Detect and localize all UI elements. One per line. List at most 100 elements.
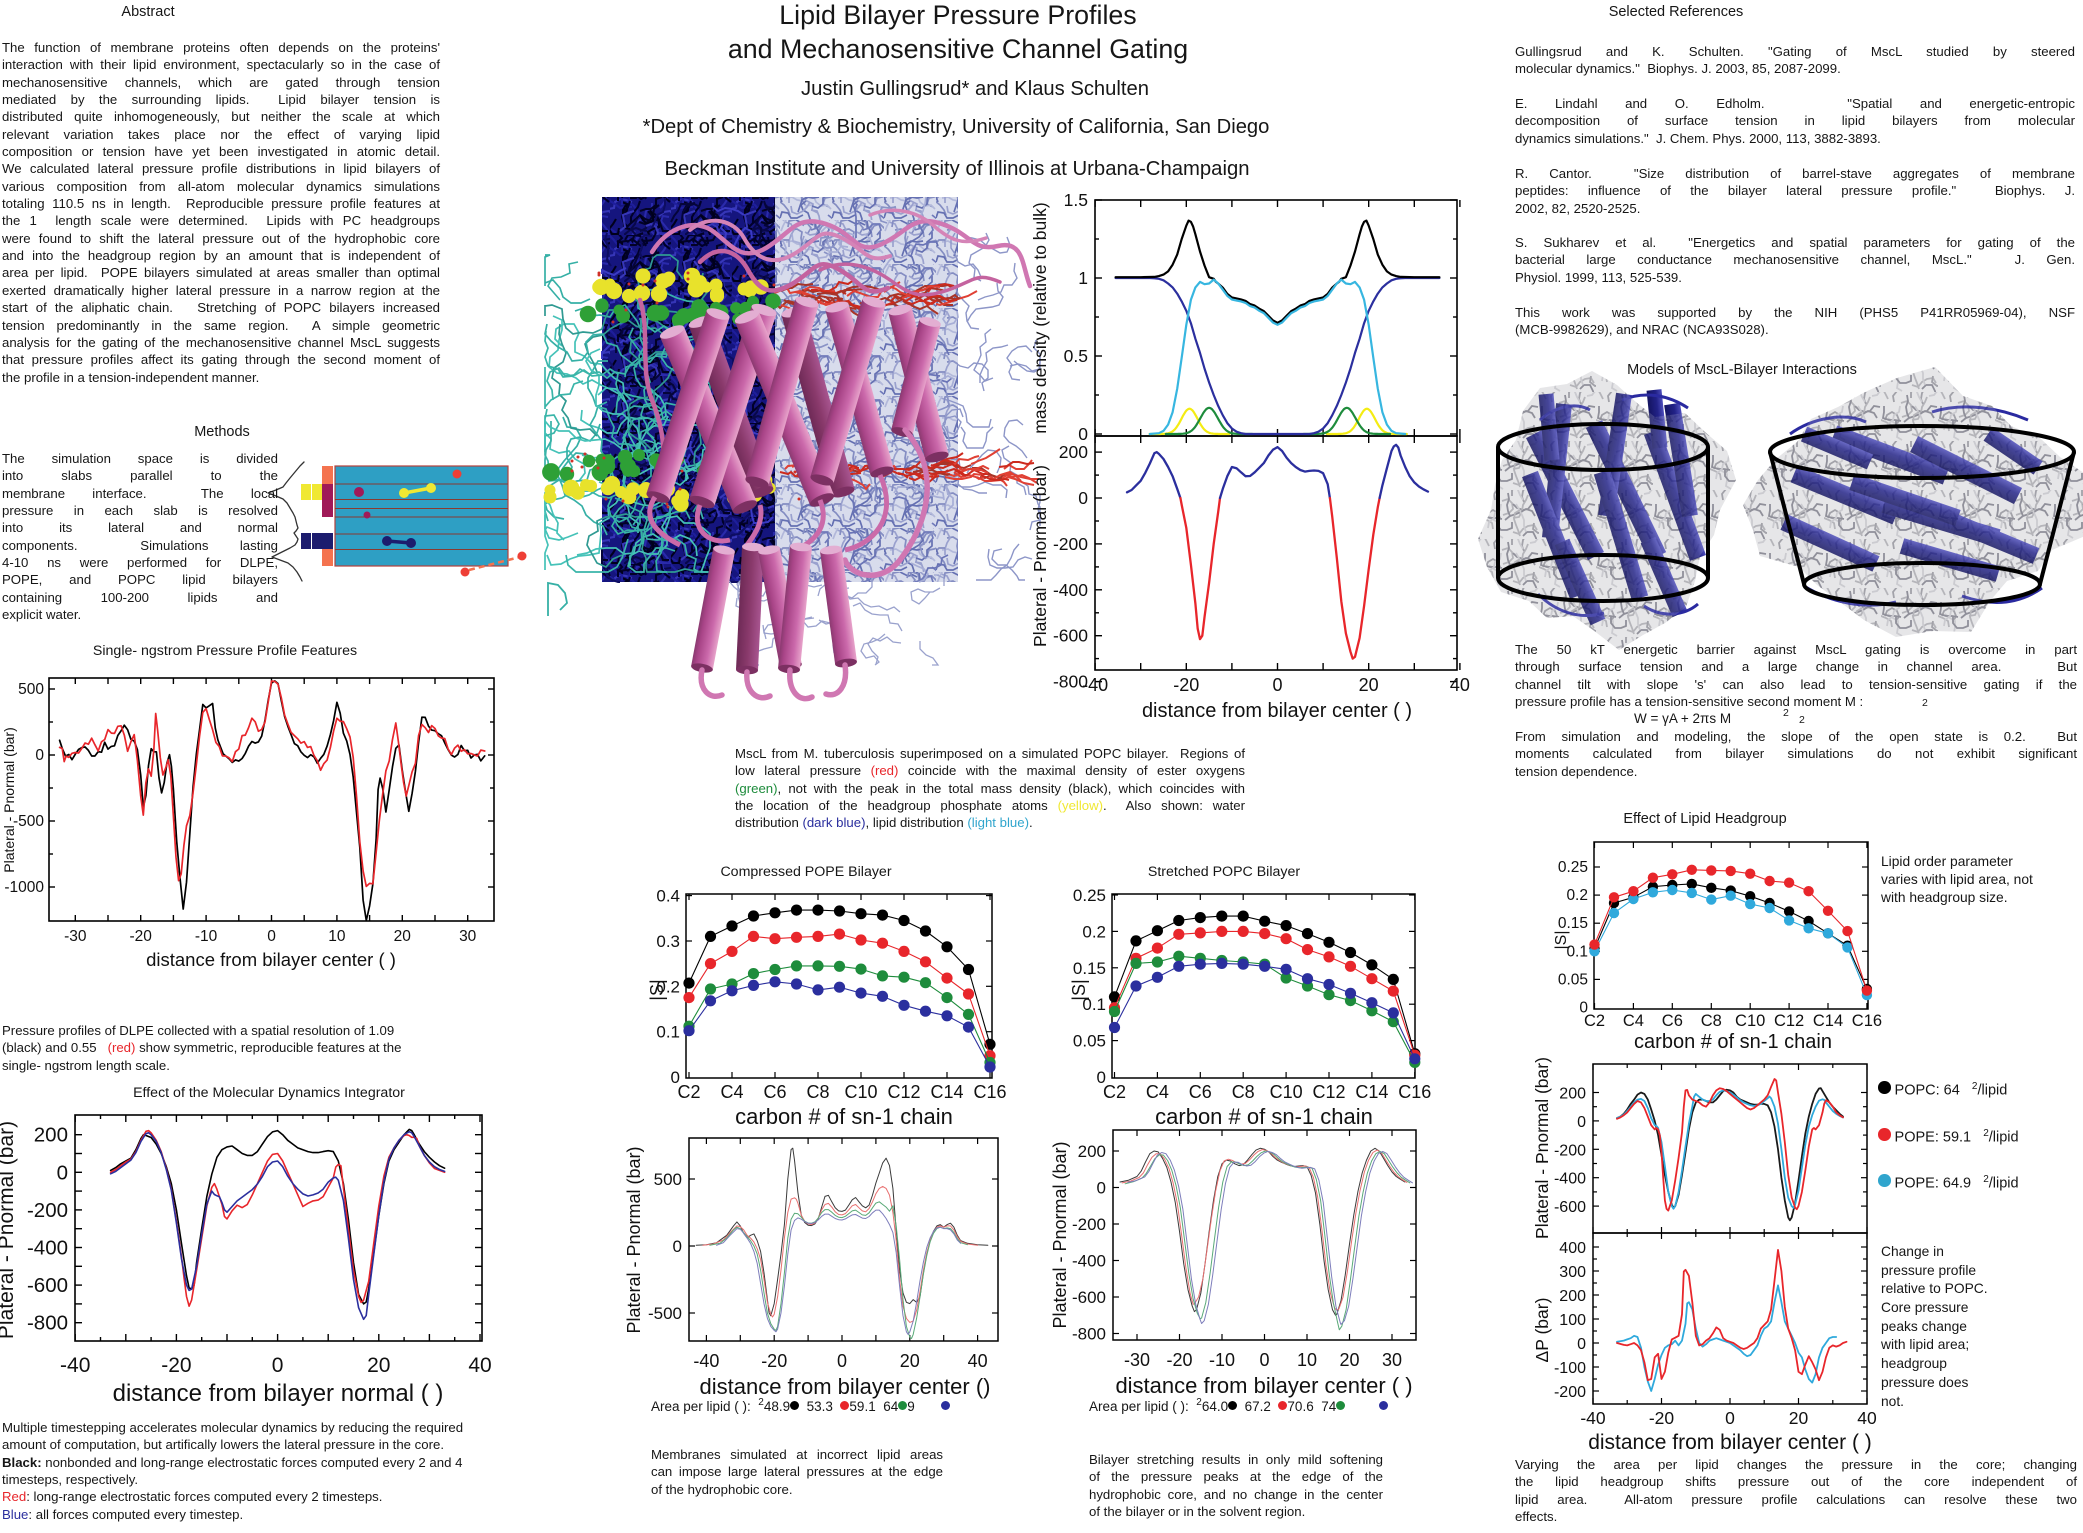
svg-text:0.1: 0.1 [1082, 995, 1106, 1014]
svg-text:-40: -40 [1580, 1408, 1606, 1428]
svg-text:C14: C14 [1355, 1082, 1388, 1102]
svg-text:-30: -30 [64, 928, 87, 945]
svg-text:-100: -100 [1554, 1360, 1586, 1377]
svg-text:200: 200 [1059, 442, 1088, 462]
svg-text:-800: -800 [1053, 672, 1088, 692]
svg-text:-200: -200 [1053, 534, 1088, 554]
svg-text:0.05: 0.05 [1073, 1032, 1106, 1051]
svg-text:mass density (relative to bulk: mass density (relative to bulk) [1030, 202, 1050, 433]
svg-text:0.15: 0.15 [1073, 959, 1106, 978]
svg-text:0: 0 [1097, 1179, 1106, 1198]
svg-text:0.2: 0.2 [1566, 887, 1588, 904]
svg-text:-600: -600 [27, 1274, 68, 1297]
svg-text:1: 1 [1078, 268, 1088, 288]
svg-text:C12: C12 [1774, 1012, 1804, 1030]
svg-text:300: 300 [1559, 1264, 1586, 1281]
svg-text:-400: -400 [1072, 1252, 1106, 1271]
svg-text:-800: -800 [27, 1312, 68, 1335]
svg-text:distance from bilayer center (: distance from bilayer center ( ) [146, 949, 396, 970]
svg-text:carbon # of sn-1 chain: carbon # of sn-1 chain [1155, 1104, 1373, 1129]
svg-text:200: 200 [1559, 1288, 1586, 1305]
svg-text:C10: C10 [844, 1082, 877, 1102]
svg-text:0: 0 [1078, 488, 1088, 508]
svg-text:0.25: 0.25 [1073, 886, 1106, 905]
svg-text:C4: C4 [1146, 1082, 1169, 1102]
svg-text:-10: -10 [1209, 1350, 1235, 1370]
svg-text:10: 10 [328, 928, 346, 945]
svg-text:500: 500 [654, 1170, 682, 1189]
svg-text:0.1: 0.1 [1566, 943, 1588, 960]
svg-text:|S|: |S| [1553, 931, 1570, 950]
svg-text:C14: C14 [930, 1082, 963, 1102]
svg-text:C2: C2 [1584, 1012, 1605, 1030]
svg-text:0.5: 0.5 [1064, 346, 1088, 366]
svg-text:400: 400 [1559, 1240, 1586, 1257]
svg-text:-200: -200 [1554, 1384, 1586, 1401]
svg-text:10: 10 [1297, 1350, 1317, 1370]
svg-text:30: 30 [1382, 1350, 1402, 1370]
svg-text:0: 0 [57, 1161, 68, 1184]
svg-text:carbon # of sn-1 chain: carbon # of sn-1 chain [735, 1104, 953, 1129]
svg-text:0: 0 [1725, 1408, 1735, 1428]
svg-text:Plateral - Pnormal (bar): Plateral - Pnormal (bar) [624, 1146, 644, 1333]
svg-text:C6: C6 [1662, 1012, 1683, 1030]
svg-text:0.05: 0.05 [1558, 971, 1588, 988]
svg-text:20: 20 [1359, 675, 1379, 695]
svg-text:|S|: |S| [647, 979, 667, 1000]
svg-text:-10: -10 [195, 928, 218, 945]
svg-text:ΔP (bar): ΔP (bar) [1532, 1298, 1552, 1363]
svg-text:C8: C8 [806, 1082, 829, 1102]
svg-text:20: 20 [1339, 1350, 1359, 1370]
svg-text:0: 0 [35, 747, 44, 764]
svg-text:C2: C2 [677, 1082, 700, 1102]
svg-text:0.3: 0.3 [656, 932, 680, 951]
svg-text:200: 200 [34, 1124, 68, 1147]
svg-text:-30: -30 [1124, 1350, 1150, 1370]
svg-text:500: 500 [18, 681, 44, 698]
svg-text:-500: -500 [13, 813, 44, 830]
svg-text:distance from bilayer normal (: distance from bilayer normal ( ) [113, 1380, 444, 1407]
svg-text:0: 0 [1577, 1114, 1586, 1131]
svg-text:0: 0 [272, 1354, 284, 1377]
svg-text:0: 0 [1078, 424, 1088, 444]
svg-text:0: 0 [673, 1237, 682, 1256]
svg-text:100: 100 [1559, 1312, 1586, 1329]
svg-text:20: 20 [900, 1351, 920, 1371]
svg-text:-20: -20 [1173, 675, 1199, 695]
svg-text:carbon # of sn-1 chain: carbon # of sn-1 chain [1634, 1031, 1832, 1053]
svg-text:C12: C12 [887, 1082, 920, 1102]
svg-text:-600: -600 [1072, 1288, 1106, 1307]
svg-text:C16: C16 [1852, 1012, 1882, 1030]
svg-text:-20: -20 [129, 928, 152, 945]
svg-text:C8: C8 [1701, 1012, 1722, 1030]
svg-text:C14: C14 [1813, 1012, 1843, 1030]
svg-text:20: 20 [1789, 1408, 1809, 1428]
svg-text:-40: -40 [60, 1354, 90, 1377]
svg-text:0: 0 [1259, 1350, 1269, 1370]
svg-text:|S|: |S| [1069, 979, 1089, 1000]
svg-text:1.5: 1.5 [1064, 190, 1088, 210]
svg-text:0.2: 0.2 [656, 977, 680, 996]
svg-text:-200: -200 [1554, 1142, 1586, 1159]
svg-text:C16: C16 [973, 1082, 1006, 1102]
svg-text:0: 0 [1579, 1000, 1588, 1017]
svg-text:40: 40 [968, 1351, 988, 1371]
svg-text:40: 40 [1857, 1408, 1877, 1428]
svg-text:Plateral - Pnormal (bar): Plateral - Pnormal (bar) [1, 727, 17, 873]
svg-text:30: 30 [459, 928, 477, 945]
svg-text:0: 0 [1577, 1336, 1586, 1353]
svg-text:-200: -200 [27, 1199, 68, 1222]
svg-text:Plateral - Pnormal (bar): Plateral - Pnormal (bar) [1030, 465, 1050, 647]
svg-text:0.4: 0.4 [656, 887, 680, 906]
svg-text:0.1: 0.1 [656, 1023, 680, 1042]
svg-text:200: 200 [1078, 1142, 1106, 1161]
svg-text:distance from bilayer center (: distance from bilayer center ( ) [1115, 1373, 1412, 1398]
svg-text:0.2: 0.2 [1082, 922, 1106, 941]
svg-text:distance from bilayer center (: distance from bilayer center ( ) [1142, 700, 1412, 722]
svg-text:-400: -400 [1053, 580, 1088, 600]
svg-text:-600: -600 [1053, 626, 1088, 646]
svg-text:-400: -400 [1554, 1171, 1586, 1188]
svg-text:40: 40 [1450, 675, 1470, 695]
svg-text:0: 0 [671, 1068, 680, 1087]
svg-text:C4: C4 [720, 1082, 743, 1102]
